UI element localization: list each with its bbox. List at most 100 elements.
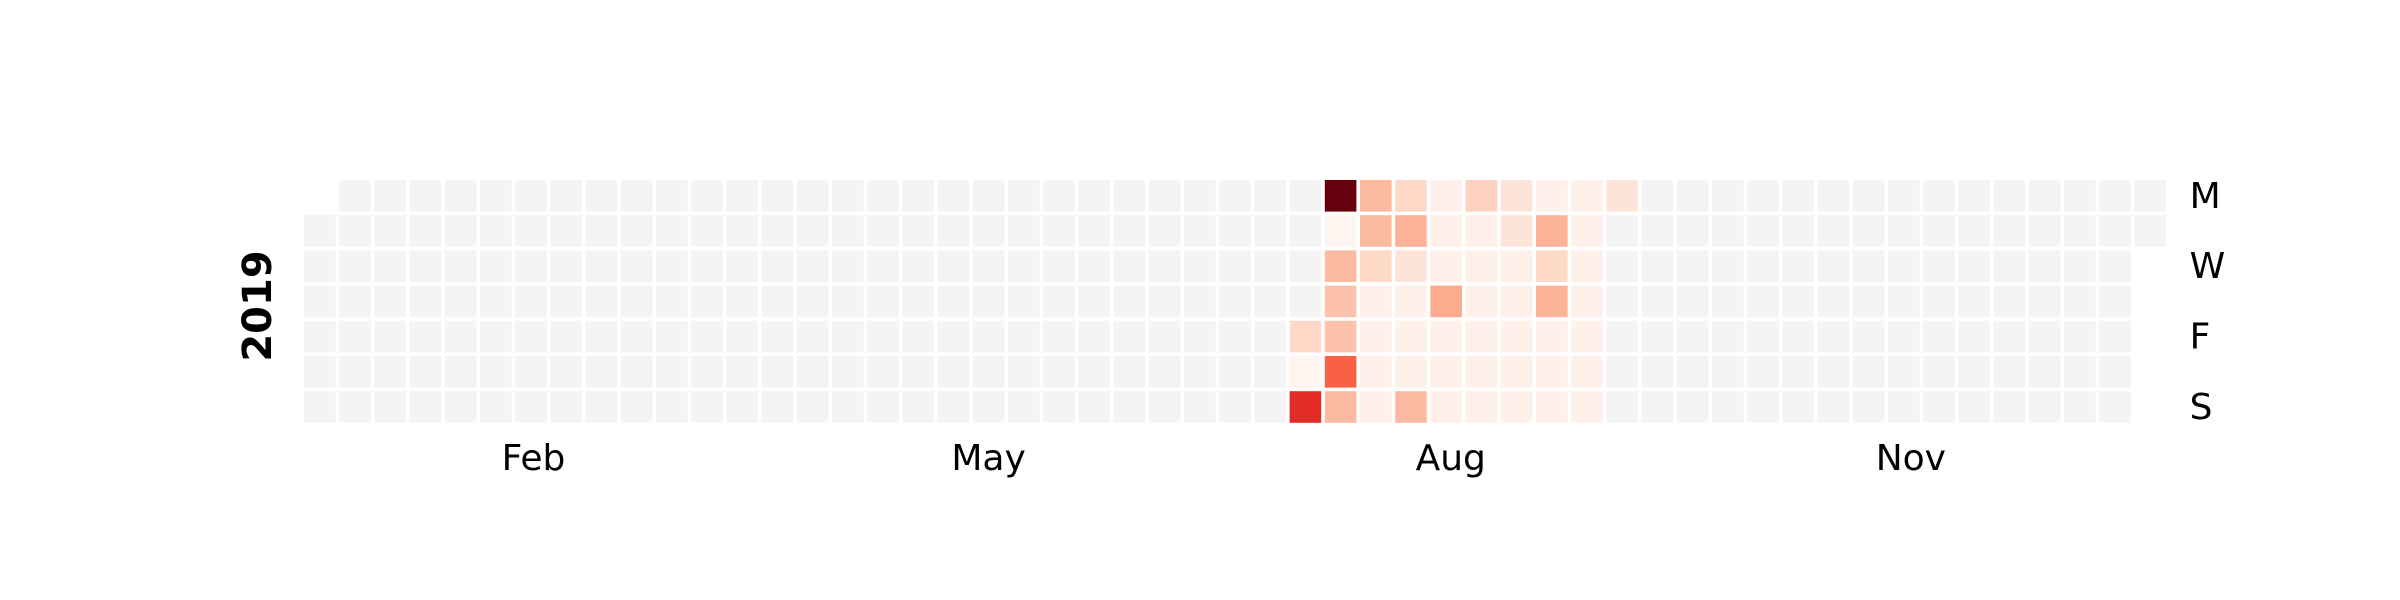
empty-day <box>444 180 477 212</box>
day-cell <box>1324 356 1357 388</box>
empty-day <box>1747 215 1779 247</box>
empty-day <box>796 391 829 423</box>
empty-day <box>1782 391 1814 423</box>
empty-day <box>2028 356 2061 388</box>
empty-day <box>1888 215 1920 247</box>
day-cell <box>1430 320 1462 353</box>
empty-day <box>1641 320 1674 353</box>
empty-day <box>1606 320 1638 353</box>
empty-day <box>1113 250 1146 282</box>
empty-day <box>1043 356 1075 388</box>
empty-day <box>1606 285 1638 318</box>
day-cell <box>1289 391 1322 423</box>
empty-day <box>374 320 406 353</box>
empty-day <box>1993 180 2026 212</box>
empty-day <box>1641 285 1674 318</box>
empty-day <box>1923 391 1955 423</box>
empty-day <box>1712 320 1744 353</box>
empty-day <box>1817 250 1850 282</box>
empty-day <box>656 285 688 318</box>
empty-day <box>550 180 582 212</box>
day-cell <box>1465 215 1498 247</box>
empty-day <box>902 391 934 423</box>
empty-day <box>1043 285 1075 318</box>
empty-day <box>2064 285 2096 318</box>
empty-day <box>832 180 864 212</box>
empty-day <box>1078 215 1110 247</box>
empty-day <box>656 215 688 247</box>
empty-day <box>1008 180 1040 212</box>
empty-day <box>761 250 794 282</box>
empty-day <box>972 320 1005 353</box>
empty-day <box>656 250 688 282</box>
empty-day <box>1148 215 1181 247</box>
empty-day <box>1747 285 1779 318</box>
empty-day <box>761 391 794 423</box>
empty-day <box>972 356 1005 388</box>
empty-day <box>1254 356 1286 388</box>
empty-day <box>1747 356 1779 388</box>
empty-day <box>1817 180 1850 212</box>
empty-day <box>339 356 371 388</box>
empty-day <box>832 391 864 423</box>
empty-day <box>1148 285 1181 318</box>
empty-day <box>1641 250 1674 282</box>
empty-day <box>374 285 406 318</box>
empty-day <box>1078 250 1110 282</box>
empty-day <box>2099 215 2131 247</box>
empty-day <box>1043 250 1075 282</box>
empty-day <box>902 320 934 353</box>
empty-day <box>585 180 618 212</box>
empty-day <box>409 320 442 353</box>
empty-day <box>832 356 864 388</box>
empty-day <box>444 250 477 282</box>
empty-day <box>515 215 547 247</box>
empty-day <box>515 250 547 282</box>
empty-day <box>2099 180 2131 212</box>
empty-day <box>726 250 758 282</box>
empty-day <box>1993 320 2026 353</box>
empty-day <box>1008 285 1040 318</box>
empty-day <box>1852 320 1885 353</box>
day-cell <box>1360 180 1392 212</box>
empty-day <box>1923 180 1955 212</box>
day-cell <box>1360 250 1392 282</box>
empty-day <box>1008 356 1040 388</box>
empty-day <box>1113 215 1146 247</box>
empty-day <box>796 320 829 353</box>
empty-day <box>1923 250 1955 282</box>
y-tick-label: F <box>2190 317 2211 358</box>
empty-day <box>1958 391 1990 423</box>
day-cell <box>1324 250 1357 282</box>
empty-day <box>1993 391 2026 423</box>
empty-day <box>339 215 371 247</box>
empty-day <box>1219 250 1251 282</box>
empty-day <box>1817 215 1850 247</box>
empty-day <box>620 215 653 247</box>
empty-day <box>339 180 371 212</box>
day-cell <box>1571 250 1603 282</box>
empty-day <box>1712 391 1744 423</box>
empty-day <box>1289 180 1322 212</box>
empty-day <box>1113 356 1146 388</box>
empty-day <box>867 320 899 353</box>
x-tick-label: Feb <box>502 438 566 479</box>
empty-day <box>585 356 618 388</box>
day-cell <box>1395 285 1427 318</box>
empty-day <box>444 320 477 353</box>
empty-day <box>761 285 794 318</box>
empty-day <box>1676 180 1709 212</box>
empty-day <box>2064 250 2096 282</box>
empty-day <box>480 285 512 318</box>
year-label: 2019 <box>235 250 281 361</box>
empty-day <box>937 391 970 423</box>
empty-day <box>1958 215 1990 247</box>
empty-day <box>726 320 758 353</box>
empty-day <box>374 180 406 212</box>
empty-day <box>2028 285 2061 318</box>
empty-day <box>620 391 653 423</box>
day-cell <box>1430 356 1462 388</box>
day-cell <box>1500 285 1533 318</box>
empty-day <box>691 180 723 212</box>
